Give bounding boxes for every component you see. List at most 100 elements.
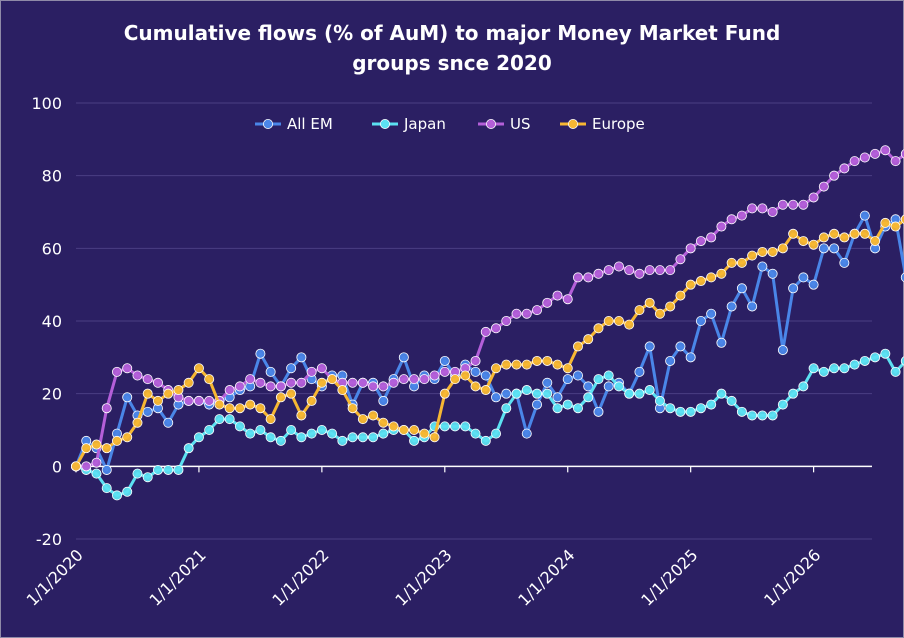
data-point: [521, 385, 532, 396]
data-point: [695, 403, 706, 414]
data-point: [245, 428, 256, 439]
data-point: [757, 203, 768, 214]
data-point: [726, 301, 737, 312]
data-point: [777, 399, 788, 410]
data-point: [880, 217, 891, 228]
data-point: [234, 421, 245, 432]
data-point: [572, 341, 583, 352]
data-point: [726, 395, 737, 406]
legend-item-europe: Europe: [560, 115, 645, 133]
data-point: [695, 236, 706, 247]
data-point: [450, 374, 461, 385]
data-point: [214, 399, 225, 410]
data-point: [654, 308, 665, 319]
data-point: [81, 443, 92, 454]
data-point: [572, 403, 583, 414]
data-point: [439, 366, 450, 377]
data-point: [757, 410, 768, 421]
data-point: [572, 370, 583, 381]
legend-item-japan: Japan: [372, 115, 446, 133]
x-tick-label: 1/1/2026: [760, 545, 824, 609]
data-point: [593, 406, 604, 417]
data-point: [747, 203, 758, 214]
data-point: [685, 406, 696, 417]
data-point: [378, 381, 389, 392]
data-point: [675, 254, 686, 265]
data-point: [767, 410, 778, 421]
data-point: [511, 388, 522, 399]
data-point: [613, 381, 624, 392]
data-point: [286, 388, 297, 399]
data-point: [439, 421, 450, 432]
data-point: [122, 486, 133, 497]
data-point: [255, 424, 266, 435]
data-point: [142, 374, 153, 385]
data-point: [152, 395, 163, 406]
data-point: [101, 483, 112, 494]
legend-swatch-marker: [262, 119, 273, 130]
data-point: [491, 392, 502, 403]
data-point: [829, 228, 840, 239]
data-point: [726, 257, 737, 268]
data-point: [900, 214, 904, 224]
data-point: [747, 301, 758, 312]
data-point: [347, 377, 358, 388]
data-point: [521, 308, 532, 319]
data-point: [501, 359, 512, 370]
data-point: [122, 363, 133, 374]
data-point: [347, 432, 358, 443]
data-point: [286, 377, 297, 388]
data-point: [439, 388, 450, 399]
data-point: [224, 414, 235, 425]
data-point: [562, 399, 573, 410]
data-point: [532, 355, 543, 366]
data-point: [491, 363, 502, 374]
x-tick-label: 1/1/2023: [391, 545, 455, 609]
legend-label: Japan: [403, 115, 446, 133]
data-point: [634, 305, 645, 316]
data-point: [665, 403, 676, 414]
data-point: [849, 156, 860, 167]
data-point: [142, 406, 153, 417]
data-point: [255, 377, 266, 388]
data-point: [357, 377, 368, 388]
data-point: [624, 319, 635, 330]
data-point: [296, 432, 307, 443]
data-point: [111, 490, 122, 501]
data-point: [542, 355, 553, 366]
data-point: [306, 428, 317, 439]
data-point: [542, 377, 553, 388]
data-point: [337, 435, 348, 446]
data-point: [880, 145, 891, 156]
data-point: [183, 395, 194, 406]
data-point: [695, 276, 706, 287]
data-point: [736, 406, 747, 417]
data-point: [511, 359, 522, 370]
data-point: [224, 385, 235, 396]
data-point: [111, 435, 122, 446]
data-point: [777, 345, 788, 356]
data-point: [644, 265, 655, 276]
data-point: [552, 359, 563, 370]
data-point: [275, 381, 286, 392]
y-tick-label: 20: [42, 385, 62, 404]
y-gridlines: [76, 102, 872, 540]
data-point: [521, 359, 532, 370]
chart-title-line-1: Cumulative flows (% of AuM) to major Mon…: [123, 21, 781, 45]
data-point: [470, 381, 481, 392]
data-point: [204, 395, 215, 406]
data-point: [265, 381, 276, 392]
data-point: [859, 228, 870, 239]
series-line-us: [76, 148, 904, 468]
data-point: [798, 381, 809, 392]
data-point: [501, 315, 512, 326]
data-point: [132, 468, 143, 479]
data-point: [900, 272, 904, 283]
x-tick-label: 1/1/2022: [268, 545, 332, 609]
data-point: [552, 392, 563, 403]
data-point: [603, 370, 614, 381]
data-point: [736, 210, 747, 221]
data-point: [808, 363, 819, 374]
x-tick-label: 1/1/2025: [637, 545, 701, 609]
